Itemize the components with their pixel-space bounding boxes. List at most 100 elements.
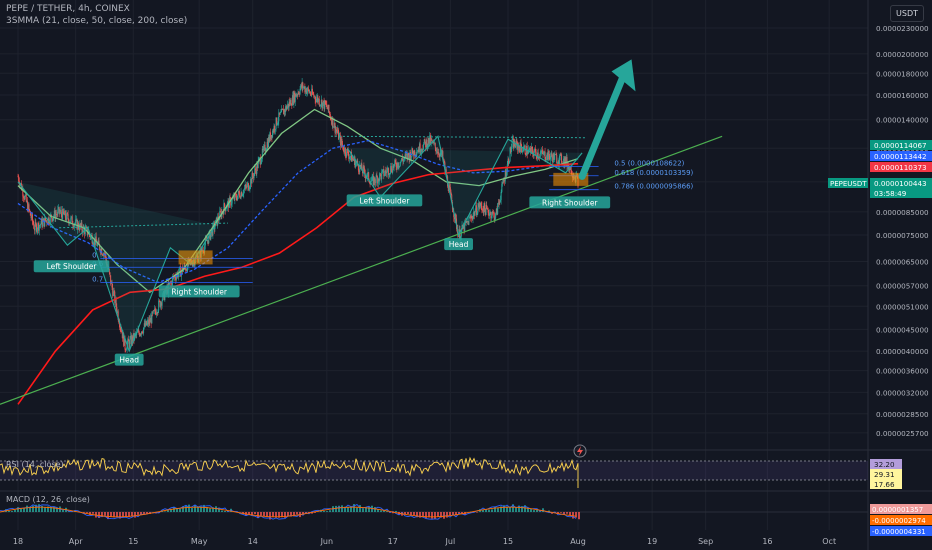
candle-body xyxy=(82,229,84,233)
candle-body xyxy=(250,179,252,184)
candle-body xyxy=(402,159,404,162)
candle-body xyxy=(276,117,278,125)
candle-body xyxy=(377,177,379,184)
label-right-shoulder-1: Right Shoulder xyxy=(171,287,227,296)
alert-icon xyxy=(577,446,583,456)
candle-body xyxy=(509,147,511,162)
candle-body xyxy=(38,222,40,231)
candle-body xyxy=(442,159,444,161)
candle-body xyxy=(433,141,435,144)
candle-body xyxy=(570,166,572,174)
macd-bar xyxy=(11,511,13,512)
candle-body xyxy=(344,148,346,155)
candle-body xyxy=(208,234,210,244)
candle-body xyxy=(349,156,351,158)
macd-bar xyxy=(32,505,34,512)
macd-bar xyxy=(314,512,316,513)
last-price-badge xyxy=(870,178,932,198)
candle-body xyxy=(205,239,207,240)
candle-body xyxy=(518,145,520,148)
candle-body xyxy=(240,192,242,199)
candle-body xyxy=(520,142,522,148)
candle-body xyxy=(545,159,547,161)
macd-badge-text: -0.0000004331 xyxy=(872,528,926,536)
candle-body xyxy=(145,321,147,326)
candle-body xyxy=(563,158,565,166)
candle-body xyxy=(94,238,96,245)
chart-title: PEPE / TETHER, 4h, COINEX xyxy=(6,4,130,14)
candle-body xyxy=(540,152,542,154)
candle-body xyxy=(66,212,68,220)
macd-bar xyxy=(443,512,445,519)
candle-body xyxy=(395,162,397,167)
macd-bar xyxy=(104,512,106,516)
label-head-1-bg xyxy=(114,353,144,366)
candle-body xyxy=(147,320,149,323)
candle-body xyxy=(329,111,331,114)
macd-bar xyxy=(29,507,31,512)
macd-bar xyxy=(530,509,532,512)
macd-bar xyxy=(110,512,112,517)
candle-body xyxy=(534,148,536,153)
candle-body xyxy=(412,148,414,154)
candle-body xyxy=(241,194,243,197)
candle-body xyxy=(422,149,424,151)
macd-bar xyxy=(524,505,526,512)
candle-body xyxy=(547,150,549,160)
candle-body xyxy=(343,150,345,153)
macd-bar xyxy=(218,507,220,512)
macd-bar xyxy=(194,505,196,512)
candle-body xyxy=(405,154,407,156)
macd-bar xyxy=(368,506,370,512)
candle-body xyxy=(263,146,265,150)
candle-body xyxy=(495,208,497,214)
currency-selector[interactable]: USDT xyxy=(890,5,924,22)
candle-body xyxy=(382,169,384,171)
macd-bar xyxy=(284,512,286,518)
candle-body xyxy=(392,165,394,173)
y-tick-label: 0.0000230000 xyxy=(876,24,929,33)
candle-body xyxy=(319,104,321,106)
candle-body xyxy=(335,129,337,133)
candle-body xyxy=(63,212,65,216)
macd-bar xyxy=(395,510,397,512)
candle-body xyxy=(327,107,329,110)
candle-body xyxy=(138,332,140,336)
candle-body xyxy=(407,153,409,159)
macd-bar xyxy=(128,512,130,518)
candle-body xyxy=(33,228,35,231)
candle-body xyxy=(321,99,323,109)
candle-body xyxy=(528,149,530,151)
candle-body xyxy=(278,112,280,122)
candle-body xyxy=(567,165,569,171)
candle-body xyxy=(218,219,220,221)
macd-bar xyxy=(272,512,274,517)
candle-body xyxy=(554,154,556,155)
macd-bar xyxy=(434,512,436,520)
candle-body xyxy=(230,198,232,206)
candle-body xyxy=(336,131,338,133)
y-tick-label: 0.0000200000 xyxy=(876,50,929,59)
candle-body xyxy=(56,214,58,215)
candle-body xyxy=(358,170,360,172)
candle-body xyxy=(293,92,295,104)
macd-bar xyxy=(146,512,148,515)
candle-body xyxy=(287,103,289,107)
candle-body xyxy=(313,96,315,97)
candle-body xyxy=(85,227,87,228)
candle-body xyxy=(441,151,443,155)
candle-body xyxy=(259,157,261,165)
candle-body xyxy=(219,211,221,220)
candle-body xyxy=(84,227,86,235)
candle-body xyxy=(421,149,423,153)
candle-body xyxy=(413,150,415,156)
candle-body xyxy=(438,154,440,157)
candle-body xyxy=(563,158,565,165)
candle-body xyxy=(234,193,236,200)
candle-body xyxy=(297,92,299,96)
candle-body xyxy=(375,181,377,183)
macd-bar xyxy=(200,506,202,512)
candle-body xyxy=(401,158,403,161)
candle-body xyxy=(231,198,233,204)
